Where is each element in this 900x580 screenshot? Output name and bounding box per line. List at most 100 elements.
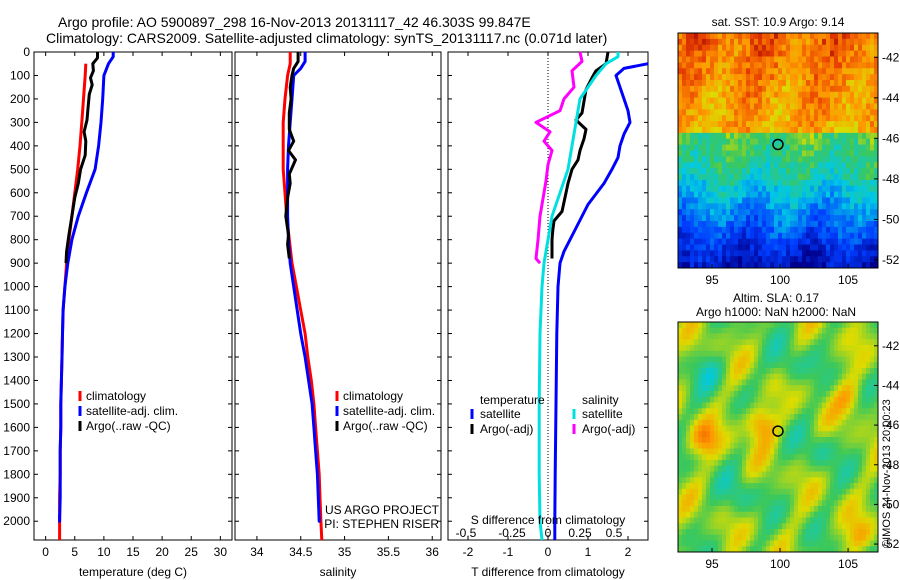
heatmap-cell <box>682 494 687 501</box>
heatmap-cell <box>686 150 691 157</box>
heatmap-cell <box>846 74 851 81</box>
heatmap-cell <box>786 546 791 553</box>
heatmap-cell <box>794 431 799 438</box>
heatmap-cell <box>778 442 783 449</box>
heatmap-cell <box>790 256 795 263</box>
heatmap-cell <box>726 156 731 163</box>
heatmap-cell <box>698 138 703 146</box>
heatmap-cell <box>690 91 695 99</box>
heatmap-cell <box>754 534 759 541</box>
heatmap-cell <box>814 226 819 234</box>
heatmap-cell <box>706 477 711 484</box>
heatmap-cell <box>862 226 867 234</box>
heatmap-cell <box>762 121 767 128</box>
heatmap-cell <box>710 209 715 216</box>
heatmap-cell <box>786 356 791 363</box>
heatmap-cell <box>802 402 807 409</box>
heatmap-cell <box>806 425 811 432</box>
heatmap-cell <box>686 238 691 245</box>
heatmap-cell <box>734 191 739 198</box>
heatmap-cell <box>862 109 867 116</box>
heatmap-cell <box>742 483 747 490</box>
heatmap-cell <box>754 221 759 228</box>
heatmap-cell <box>718 414 723 421</box>
heatmap-cell <box>850 174 855 181</box>
heatmap-cell <box>730 483 735 490</box>
heatmap-cell <box>746 226 751 234</box>
heatmap-cell <box>686 483 691 490</box>
heatmap-cell <box>694 419 699 426</box>
heatmap-cell <box>682 523 687 530</box>
heatmap-cell <box>870 471 875 478</box>
heatmap-cell <box>846 250 851 257</box>
heatmap-cell <box>710 168 715 175</box>
heatmap-cell <box>838 477 843 484</box>
heatmap-cell <box>694 368 699 375</box>
heatmap-cell <box>734 109 739 116</box>
heatmap-cell <box>854 437 859 444</box>
heatmap-cell <box>790 546 795 553</box>
heatmap-cell <box>846 185 851 193</box>
heatmap-cell <box>838 197 843 204</box>
heatmap-cell <box>830 488 835 495</box>
heatmap-cell <box>854 80 859 87</box>
heatmap-cell <box>782 33 787 40</box>
x-tick-label: 30 <box>214 545 228 559</box>
heatmap-cell <box>798 408 803 415</box>
heatmap-cell <box>822 546 827 553</box>
heatmap-cell <box>862 250 867 257</box>
heatmap-cell <box>838 402 843 409</box>
heatmap-cell <box>850 396 855 403</box>
heatmap-cell <box>718 373 723 380</box>
heatmap-cell <box>766 226 771 234</box>
heatmap-cell <box>702 511 707 518</box>
heatmap-cell <box>850 322 855 329</box>
heatmap-cell <box>806 62 811 69</box>
heatmap-cell <box>822 483 827 490</box>
heatmap-cell <box>838 362 843 369</box>
heatmap-cell <box>818 68 823 75</box>
heatmap-cell <box>794 179 799 187</box>
map-frame <box>677 32 879 269</box>
heatmap-cell <box>830 529 835 536</box>
heatmap-cell <box>862 488 867 495</box>
heatmap-cell <box>718 103 723 110</box>
heatmap-cell <box>694 391 699 398</box>
x-tick-label: 100 <box>770 273 790 287</box>
heatmap-cell <box>682 168 687 175</box>
heatmap-cell <box>830 322 835 329</box>
heatmap-cell <box>858 540 863 547</box>
heatmap-cell <box>734 44 739 52</box>
heatmap-cell <box>702 396 707 403</box>
heatmap-cell <box>826 494 831 501</box>
heatmap-cell <box>866 115 871 122</box>
heatmap-cell <box>830 174 835 181</box>
heatmap-cell <box>858 80 863 87</box>
heatmap-cell <box>762 437 767 444</box>
heatmap-cell <box>786 197 791 204</box>
heatmap-cell <box>722 109 727 116</box>
heatmap-cell <box>690 132 695 140</box>
heatmap-cell <box>838 162 843 169</box>
y-tick-label: -44 <box>882 91 900 105</box>
heatmap-cell <box>698 477 703 484</box>
heatmap-cell <box>786 74 791 81</box>
heatmap-cell <box>762 74 767 81</box>
heatmap-cell <box>742 209 747 216</box>
heatmap-cell <box>734 402 739 409</box>
heatmap-cell <box>850 221 855 228</box>
heatmap-cell <box>846 191 851 198</box>
heatmap-cell <box>818 150 823 157</box>
heatmap-cell <box>702 85 707 93</box>
heatmap-cell <box>874 523 879 530</box>
heatmap-cell <box>846 150 851 157</box>
heatmap-cell <box>862 483 867 490</box>
heatmap-cell <box>874 74 879 81</box>
heatmap-cell <box>838 97 843 104</box>
heatmap-cell <box>826 162 831 169</box>
heatmap-cell <box>814 385 819 392</box>
heatmap-cell <box>774 322 779 329</box>
heatmap-cell <box>730 121 735 128</box>
heatmap-cell <box>842 109 847 116</box>
heatmap-cell <box>782 454 787 461</box>
